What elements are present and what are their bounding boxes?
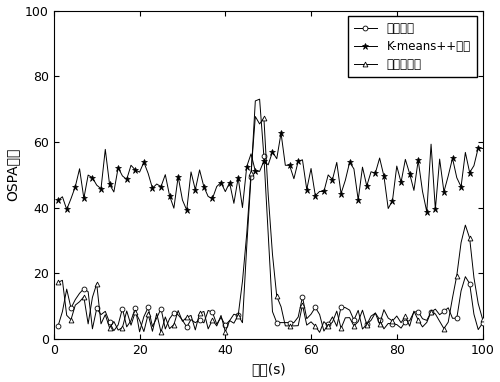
本发明方法 xyxy=(154,311,160,316)
距离划分 xyxy=(480,321,486,325)
距离划分 xyxy=(282,320,288,325)
距离划分 xyxy=(454,316,460,320)
本发明方法 xyxy=(252,114,258,119)
本发明方法 xyxy=(312,324,318,329)
本发明方法 xyxy=(55,280,61,285)
K-means++划分 xyxy=(454,175,460,180)
Line: 距离划分: 距离划分 xyxy=(56,97,485,334)
X-axis label: 时间(s): 时间(s) xyxy=(251,363,286,376)
距离划分 xyxy=(136,330,142,334)
K-means++划分 xyxy=(55,198,61,202)
距离划分 xyxy=(316,312,322,317)
Line: 本发明方法: 本发明方法 xyxy=(56,114,485,335)
K-means++划分 xyxy=(480,146,486,151)
本发明方法 xyxy=(278,304,284,309)
K-means++划分 xyxy=(278,131,284,135)
本发明方法 xyxy=(466,236,472,240)
距离划分 xyxy=(466,281,472,286)
K-means++划分 xyxy=(136,170,142,175)
K-means++划分 xyxy=(424,209,430,214)
K-means++划分 xyxy=(466,170,472,175)
Line: K-means++划分: K-means++划分 xyxy=(54,129,486,215)
Legend: 距离划分, K-means++划分, 本发明方法: 距离划分, K-means++划分, 本发明方法 xyxy=(348,16,476,77)
本发明方法 xyxy=(454,273,460,278)
本发明方法 xyxy=(136,318,142,323)
K-means++划分 xyxy=(154,182,160,186)
距离划分 xyxy=(141,314,147,319)
距离划分 xyxy=(256,97,262,102)
本发明方法 xyxy=(480,317,486,321)
距离划分 xyxy=(158,306,164,311)
Y-axis label: OSPA距离: OSPA距离 xyxy=(6,148,20,201)
距离划分 xyxy=(55,324,61,328)
K-means++划分 xyxy=(312,193,318,198)
本发明方法 xyxy=(316,330,322,335)
K-means++划分 xyxy=(274,157,280,161)
